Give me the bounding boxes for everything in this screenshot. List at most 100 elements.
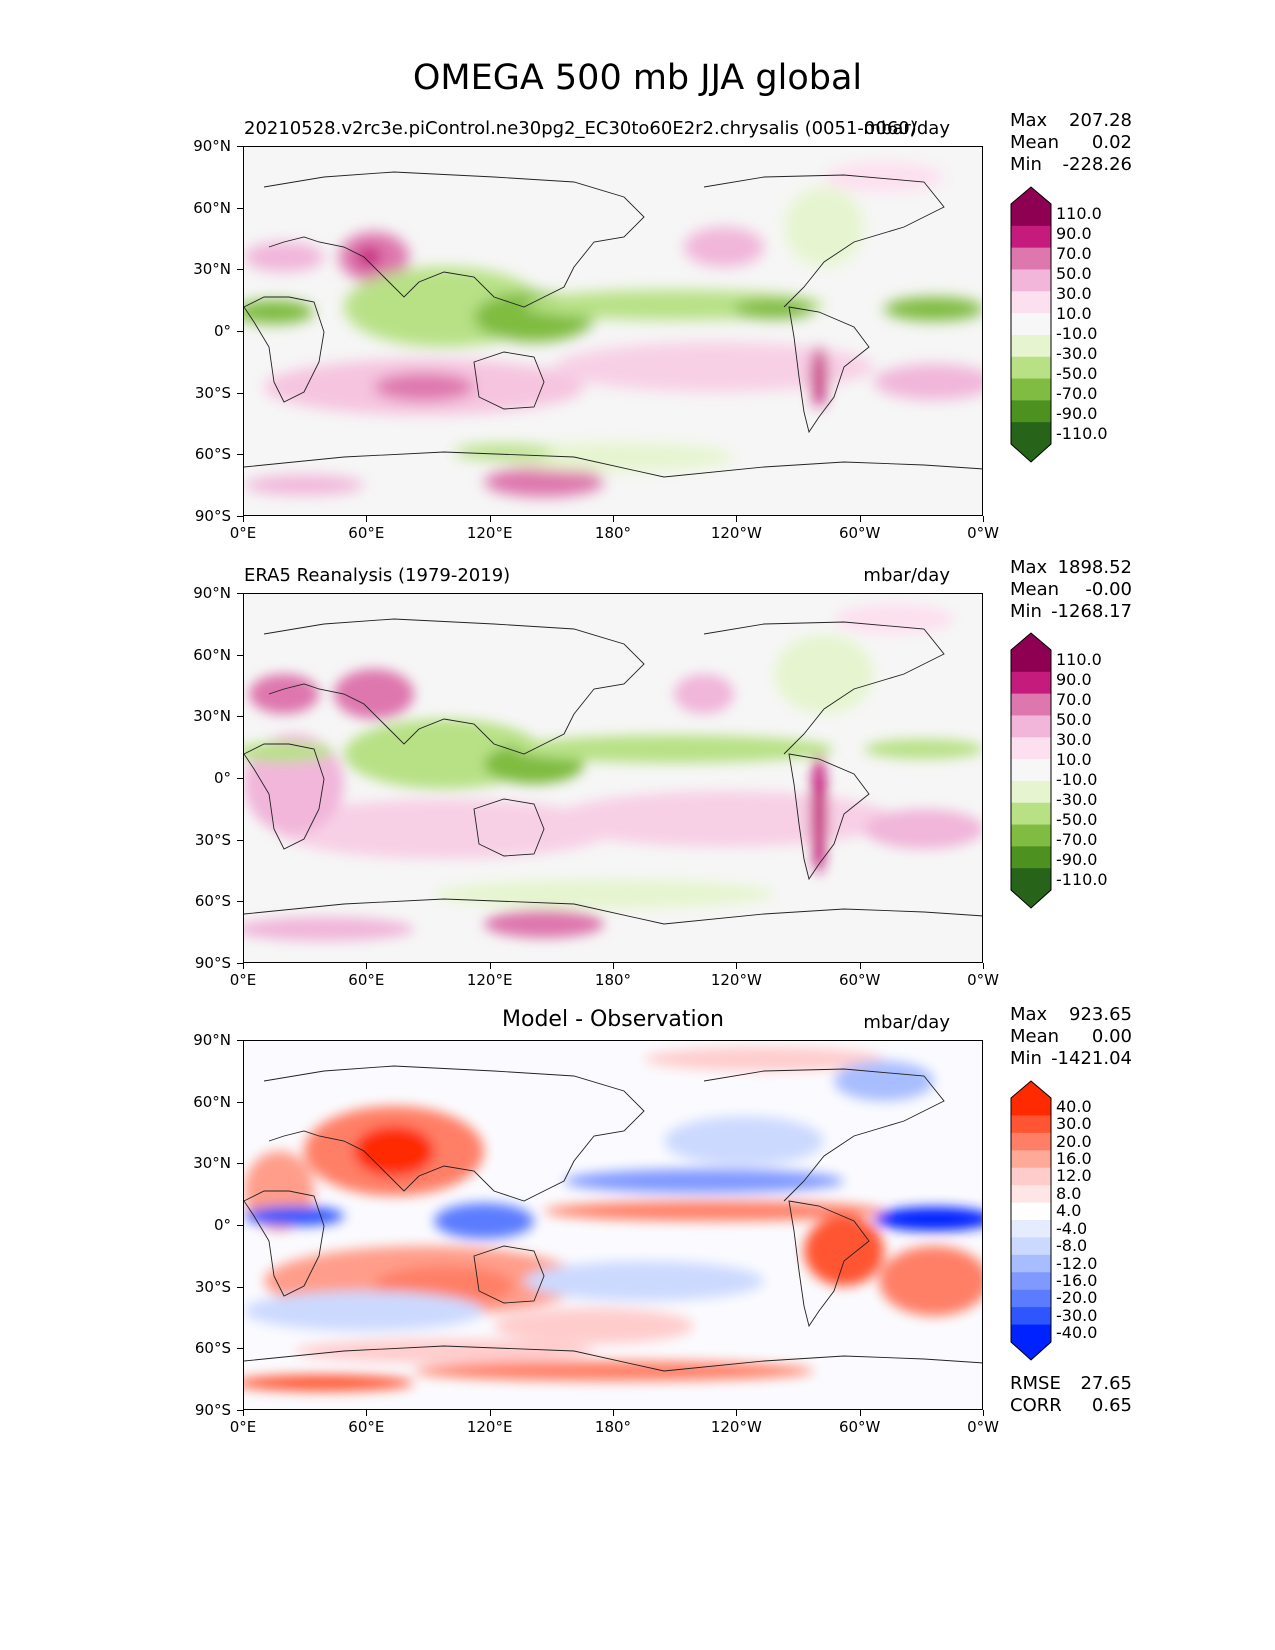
colorbar-svg bbox=[1010, 632, 1052, 909]
lat-tick bbox=[237, 963, 243, 964]
panel2-lat-label: 90°N bbox=[193, 584, 231, 602]
colorbar-segment bbox=[1011, 247, 1051, 270]
panel1-min-value: -228.26 bbox=[1062, 154, 1132, 175]
panel3-max-label: Max bbox=[1010, 1004, 1048, 1025]
coastline bbox=[244, 1345, 982, 1372]
coastline bbox=[244, 743, 325, 850]
panel3-mean-label: Mean bbox=[1010, 1026, 1060, 1047]
lat-tick bbox=[237, 146, 243, 147]
panel1-lat-label: 60°S bbox=[194, 445, 231, 464]
figure-title: OMEGA 500 mb JJA global bbox=[412, 58, 863, 98]
colorbar-extend-max bbox=[1011, 633, 1051, 650]
colorbar-tick-label: 90.0 bbox=[1056, 670, 1092, 689]
lat-tick bbox=[237, 454, 243, 456]
panel2-lat-label: 60°S bbox=[194, 892, 231, 911]
panel1-lat-label: 30°S bbox=[194, 383, 231, 402]
lon-tick bbox=[983, 1410, 984, 1416]
coastlines bbox=[244, 618, 982, 925]
colorbar-extend-max bbox=[1011, 187, 1051, 204]
colorbar-tick-label: -12.0 bbox=[1056, 1253, 1098, 1273]
colorbar-tick-label: 90.0 bbox=[1056, 224, 1092, 243]
panel1-min-label: Min bbox=[1010, 154, 1042, 175]
lat-tick bbox=[237, 901, 243, 903]
colorbar-tick-label: 30.0 bbox=[1056, 284, 1092, 303]
lat-tick bbox=[237, 516, 243, 517]
colorbar-tick-label: 16.0 bbox=[1056, 1149, 1092, 1168]
panel2-lat-label: 30°S bbox=[194, 830, 231, 849]
coastline bbox=[473, 1245, 545, 1304]
colorbar-segment bbox=[1011, 1167, 1051, 1186]
colorbar-tick-label: -20.0 bbox=[1056, 1288, 1098, 1308]
panel3-lon-label: 60°W bbox=[838, 1418, 881, 1436]
panel3-lon-label: 0°E bbox=[229, 1418, 257, 1436]
panel1-stats: Max 207.28 Mean 0.02 Min -228.26 bbox=[1010, 110, 1132, 176]
lon-tick bbox=[859, 1410, 861, 1416]
lon-tick bbox=[366, 1410, 368, 1416]
colorbar-tick-label: -50.0 bbox=[1056, 364, 1098, 383]
panel3-min-value: -1421.04 bbox=[1051, 1048, 1132, 1069]
panel2-title: ERA5 Reanalysis (1979-2019) bbox=[244, 565, 511, 586]
lon-tick bbox=[983, 516, 984, 522]
panel1-lat-label: 0° bbox=[213, 322, 231, 340]
colorbar-tick-label: 12.0 bbox=[1056, 1166, 1092, 1186]
panel3-lon-label: 60°E bbox=[348, 1418, 385, 1436]
colorbar-segment bbox=[1011, 846, 1051, 869]
corr-label: CORR bbox=[1010, 1395, 1062, 1416]
lat-tick bbox=[237, 207, 243, 209]
colorbar-segment bbox=[1011, 802, 1051, 826]
colorbar-tick-label: -8.0 bbox=[1056, 1236, 1088, 1256]
panel3-lat-label: 30°S bbox=[194, 1277, 231, 1296]
lon-tick bbox=[489, 516, 491, 522]
panel2-lon-label: 0°W bbox=[967, 971, 999, 989]
colorbar-tick-label: -50.0 bbox=[1056, 810, 1098, 829]
panel2-stats: Max 1898.52 Mean -0.00 Min -1268.17 bbox=[1010, 557, 1132, 623]
lon-tick bbox=[243, 963, 244, 969]
lat-tick bbox=[237, 392, 243, 394]
colorbar-tick-label: -70.0 bbox=[1056, 384, 1098, 403]
colorbar-segment bbox=[1011, 378, 1051, 401]
colorbar-outline bbox=[1010, 1080, 1052, 1361]
colorbar-tick-label: 10.0 bbox=[1056, 750, 1092, 769]
panel3-units: mbar/day bbox=[863, 1012, 950, 1033]
colorbar-tick-label: -110.0 bbox=[1056, 424, 1108, 443]
coastline bbox=[703, 621, 945, 755]
colorbar-segment bbox=[1011, 291, 1051, 314]
lat-tick bbox=[237, 269, 243, 271]
panel2-min-value: -1268.17 bbox=[1051, 601, 1132, 622]
panel1-title: 20210528.v2rc3e.piControl.ne30pg2_EC30to… bbox=[244, 118, 917, 139]
lat-tick bbox=[237, 1040, 243, 1041]
panel2-mean-label: Mean bbox=[1010, 579, 1060, 600]
panel2-lat-label: 30°N bbox=[193, 707, 231, 726]
colorbar-tick-label: -40.0 bbox=[1056, 1323, 1098, 1343]
colorbar-segment bbox=[1011, 334, 1051, 358]
panel1-lon-label: 0°W bbox=[967, 524, 999, 542]
rmse-value: 27.65 bbox=[1080, 1373, 1132, 1394]
colorbar-tick-label: 4.0 bbox=[1056, 1201, 1082, 1221]
colorbar-svg bbox=[1010, 1080, 1052, 1361]
colorbar-tick-label: -30.0 bbox=[1056, 790, 1098, 809]
coastline bbox=[263, 171, 645, 308]
lat-tick bbox=[237, 839, 243, 841]
panel2-map bbox=[243, 593, 983, 963]
panel2-min-label: Min bbox=[1010, 601, 1042, 622]
panel1-lon-label: 0°E bbox=[229, 524, 257, 542]
lon-tick bbox=[736, 516, 738, 522]
lon-tick bbox=[366, 963, 368, 969]
colorbar-segment bbox=[1011, 225, 1051, 249]
colorbar-segment bbox=[1011, 824, 1051, 847]
panel2-lon-label: 180° bbox=[594, 971, 632, 989]
colorbar-segment bbox=[1011, 400, 1051, 423]
panel1-lon-label: 120°W bbox=[710, 524, 762, 542]
panel1-lat-label: 30°N bbox=[193, 260, 231, 279]
panel3-lat-label: 0° bbox=[213, 1216, 231, 1234]
panel3-min-label: Min bbox=[1010, 1048, 1042, 1069]
panel3-lat-label: 90°S bbox=[194, 1401, 231, 1419]
colorbar-segment bbox=[1011, 1324, 1051, 1343]
lat-tick bbox=[237, 1286, 243, 1288]
colorbar-tick-label: 40.0 bbox=[1056, 1096, 1092, 1116]
colorbar-tick-label: 70.0 bbox=[1056, 244, 1092, 263]
colorbar-tick-label: -30.0 bbox=[1056, 1305, 1098, 1325]
colorbar-segment bbox=[1011, 693, 1051, 716]
lat-tick bbox=[237, 1163, 243, 1165]
panel3-lon-label: 120°E bbox=[466, 1418, 513, 1436]
